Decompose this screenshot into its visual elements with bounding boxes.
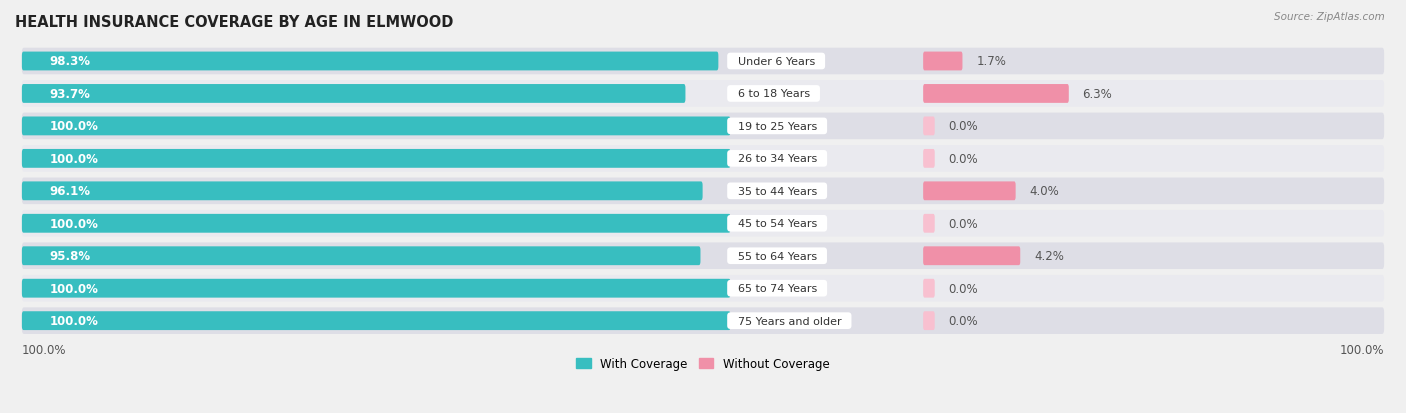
Text: 4.2%: 4.2% <box>1033 249 1064 263</box>
FancyBboxPatch shape <box>22 178 1384 204</box>
FancyBboxPatch shape <box>22 182 703 201</box>
FancyBboxPatch shape <box>22 52 718 71</box>
FancyBboxPatch shape <box>22 146 1384 172</box>
Text: 100.0%: 100.0% <box>49 120 98 133</box>
Text: 55 to 64 Years: 55 to 64 Years <box>731 251 824 261</box>
Text: 0.0%: 0.0% <box>949 152 979 166</box>
FancyBboxPatch shape <box>22 311 731 330</box>
Text: 95.8%: 95.8% <box>49 249 90 263</box>
Text: 100.0%: 100.0% <box>49 282 98 295</box>
Text: 0.0%: 0.0% <box>949 217 979 230</box>
FancyBboxPatch shape <box>924 52 963 71</box>
FancyBboxPatch shape <box>924 150 935 169</box>
FancyBboxPatch shape <box>924 279 935 298</box>
Text: 45 to 54 Years: 45 to 54 Years <box>731 219 824 229</box>
Text: 35 to 44 Years: 35 to 44 Years <box>731 186 824 196</box>
Text: 100.0%: 100.0% <box>49 314 98 328</box>
Text: 100.0%: 100.0% <box>1340 343 1384 356</box>
FancyBboxPatch shape <box>22 243 1384 269</box>
Text: 1.7%: 1.7% <box>976 55 1007 68</box>
FancyBboxPatch shape <box>924 117 935 136</box>
FancyBboxPatch shape <box>924 247 1021 266</box>
FancyBboxPatch shape <box>22 308 1384 334</box>
Text: 0.0%: 0.0% <box>949 282 979 295</box>
FancyBboxPatch shape <box>22 81 1384 107</box>
Text: 93.7%: 93.7% <box>49 88 90 101</box>
Text: 26 to 34 Years: 26 to 34 Years <box>731 154 824 164</box>
FancyBboxPatch shape <box>924 182 1015 201</box>
FancyBboxPatch shape <box>22 275 1384 302</box>
FancyBboxPatch shape <box>22 247 700 266</box>
Text: 6.3%: 6.3% <box>1083 88 1112 101</box>
Text: HEALTH INSURANCE COVERAGE BY AGE IN ELMWOOD: HEALTH INSURANCE COVERAGE BY AGE IN ELMW… <box>15 15 453 30</box>
Text: 98.3%: 98.3% <box>49 55 90 68</box>
FancyBboxPatch shape <box>22 211 1384 237</box>
Legend: With Coverage, Without Coverage: With Coverage, Without Coverage <box>572 353 834 375</box>
FancyBboxPatch shape <box>22 214 731 233</box>
Text: Under 6 Years: Under 6 Years <box>731 57 821 67</box>
FancyBboxPatch shape <box>22 150 731 169</box>
FancyBboxPatch shape <box>22 113 1384 140</box>
FancyBboxPatch shape <box>924 214 935 233</box>
FancyBboxPatch shape <box>22 117 731 136</box>
Text: Source: ZipAtlas.com: Source: ZipAtlas.com <box>1274 12 1385 22</box>
Text: 6 to 18 Years: 6 to 18 Years <box>731 89 817 99</box>
FancyBboxPatch shape <box>22 49 1384 75</box>
FancyBboxPatch shape <box>22 279 731 298</box>
Text: 4.0%: 4.0% <box>1029 185 1059 198</box>
Text: 100.0%: 100.0% <box>49 217 98 230</box>
Text: 100.0%: 100.0% <box>49 152 98 166</box>
FancyBboxPatch shape <box>924 311 935 330</box>
Text: 100.0%: 100.0% <box>22 343 66 356</box>
FancyBboxPatch shape <box>22 85 686 104</box>
Text: 0.0%: 0.0% <box>949 314 979 328</box>
Text: 65 to 74 Years: 65 to 74 Years <box>731 283 824 294</box>
FancyBboxPatch shape <box>924 85 1069 104</box>
Text: 75 Years and older: 75 Years and older <box>731 316 848 326</box>
Text: 19 to 25 Years: 19 to 25 Years <box>731 121 824 132</box>
Text: 0.0%: 0.0% <box>949 120 979 133</box>
Text: 96.1%: 96.1% <box>49 185 90 198</box>
